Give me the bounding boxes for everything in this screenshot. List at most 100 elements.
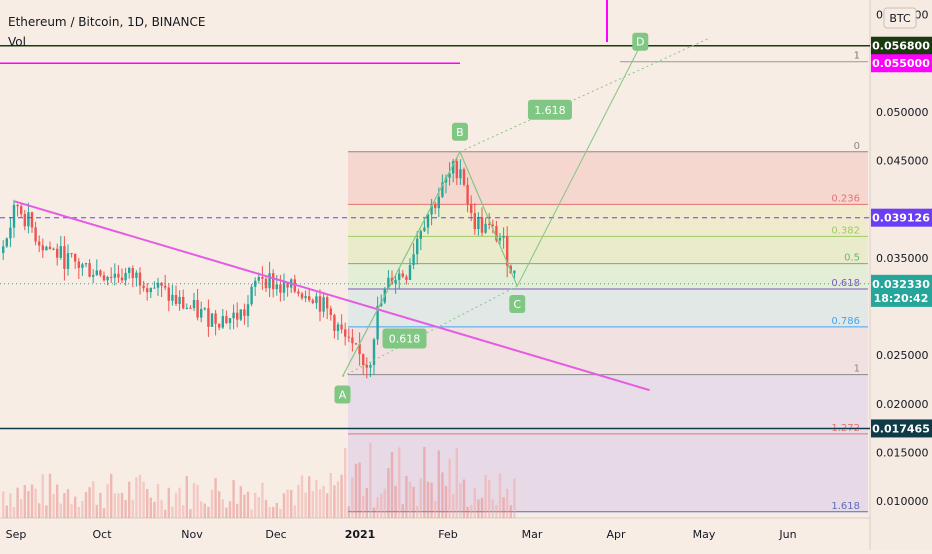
price-tick-label: 0.050000 xyxy=(876,106,929,119)
price-badge-label: 0.039126 xyxy=(872,212,930,225)
volume-bar xyxy=(455,447,458,518)
candle-body xyxy=(318,296,322,312)
volume-bar xyxy=(448,458,451,518)
volume-bar xyxy=(120,492,124,518)
volume-bar xyxy=(351,477,354,518)
fib-level-label: 0.382 xyxy=(831,225,860,236)
candle-body xyxy=(124,272,127,281)
volume-bar xyxy=(167,487,170,518)
volume-bar xyxy=(232,479,235,518)
volume-bar xyxy=(398,447,401,518)
volume-bar xyxy=(477,499,480,518)
volume-bar xyxy=(470,504,473,518)
candle-body xyxy=(336,324,340,331)
volume-bar xyxy=(174,492,178,518)
candle-body xyxy=(117,273,120,278)
price-badge[interactable] xyxy=(871,288,932,307)
candle-body xyxy=(182,296,185,309)
candle-body xyxy=(412,254,415,266)
price-badge[interactable] xyxy=(871,54,932,73)
candle-body xyxy=(34,227,37,242)
candle-body xyxy=(264,278,268,289)
candle-body xyxy=(142,285,145,289)
time-tick-label: Sep xyxy=(6,528,27,541)
candle-body xyxy=(430,203,433,215)
candle-body xyxy=(286,282,289,288)
candle-body xyxy=(362,354,365,366)
candle-body xyxy=(405,276,408,280)
volume-bar xyxy=(315,480,318,518)
volume-bar xyxy=(210,489,214,518)
candle-body xyxy=(358,343,361,355)
volume-bar xyxy=(362,495,365,518)
volume-bar xyxy=(128,481,131,518)
candle-body xyxy=(268,273,271,289)
candle-body xyxy=(333,315,336,331)
price-badge[interactable] xyxy=(871,274,932,293)
volume-indicator-label[interactable]: Vol xyxy=(8,35,26,49)
price-badge[interactable] xyxy=(871,36,932,55)
volume-bar xyxy=(164,509,167,518)
volume-bar xyxy=(146,488,149,518)
price-badge[interactable] xyxy=(871,208,932,227)
candle-body xyxy=(196,300,199,318)
pattern-point-d-badge[interactable] xyxy=(632,32,649,51)
volume-bar xyxy=(272,506,275,518)
volume-bar xyxy=(5,505,8,518)
volume-bar xyxy=(77,506,80,518)
candle-body xyxy=(5,238,8,247)
volume-bar xyxy=(23,485,26,518)
volume-bar xyxy=(48,473,52,518)
pattern-point-label: D xyxy=(636,36,644,49)
volume-bar xyxy=(495,504,498,518)
candle-body xyxy=(167,287,170,301)
volume-bar xyxy=(380,493,383,518)
volume-bar xyxy=(110,473,113,518)
pattern-point-c-badge[interactable] xyxy=(509,295,526,314)
pattern-point-b-badge[interactable] xyxy=(451,122,468,141)
pattern-point-a-badge[interactable] xyxy=(334,385,351,404)
candle-body xyxy=(102,275,106,281)
volume-bar xyxy=(102,508,106,518)
candle-body xyxy=(138,272,142,286)
downtrend-line[interactable] xyxy=(14,200,650,392)
price-badge[interactable] xyxy=(871,419,932,438)
volume-bar xyxy=(498,473,502,518)
pattern-ratio-badge[interactable] xyxy=(527,99,572,120)
candle-body xyxy=(70,253,73,255)
currency-button[interactable] xyxy=(883,7,917,29)
candle-body xyxy=(311,300,314,304)
volume-bar xyxy=(63,493,66,518)
volume-bar xyxy=(131,499,134,518)
candle-body xyxy=(250,286,253,305)
price-tick-label: 0.025000 xyxy=(876,349,929,362)
candle-body xyxy=(16,204,19,207)
pattern-ratio-badge[interactable] xyxy=(382,328,427,349)
volume-bar xyxy=(45,505,48,518)
candle-body xyxy=(408,265,412,280)
candle-body xyxy=(369,365,372,368)
candle-body xyxy=(95,270,98,276)
volume-bar xyxy=(279,508,282,518)
candle-body xyxy=(272,273,275,290)
candle-body xyxy=(308,296,311,301)
time-tick-label: May xyxy=(693,528,716,541)
volume-bar xyxy=(124,499,127,518)
candle-body xyxy=(401,273,404,277)
volume-bar xyxy=(383,488,386,518)
volume-bar xyxy=(329,473,332,518)
volume-bar xyxy=(261,482,264,518)
volume-bar xyxy=(376,497,379,518)
candle-body xyxy=(88,263,91,277)
bd-ratio-line xyxy=(459,37,711,153)
time-tick-label: Oct xyxy=(92,528,112,541)
candle-body xyxy=(462,169,466,185)
price-tick-label: 0.035000 xyxy=(876,252,929,265)
fib-zone-5 xyxy=(348,326,868,375)
candle-body xyxy=(340,324,343,330)
candle-body xyxy=(455,161,458,179)
candle-body xyxy=(513,270,516,274)
candle-body xyxy=(27,212,30,227)
